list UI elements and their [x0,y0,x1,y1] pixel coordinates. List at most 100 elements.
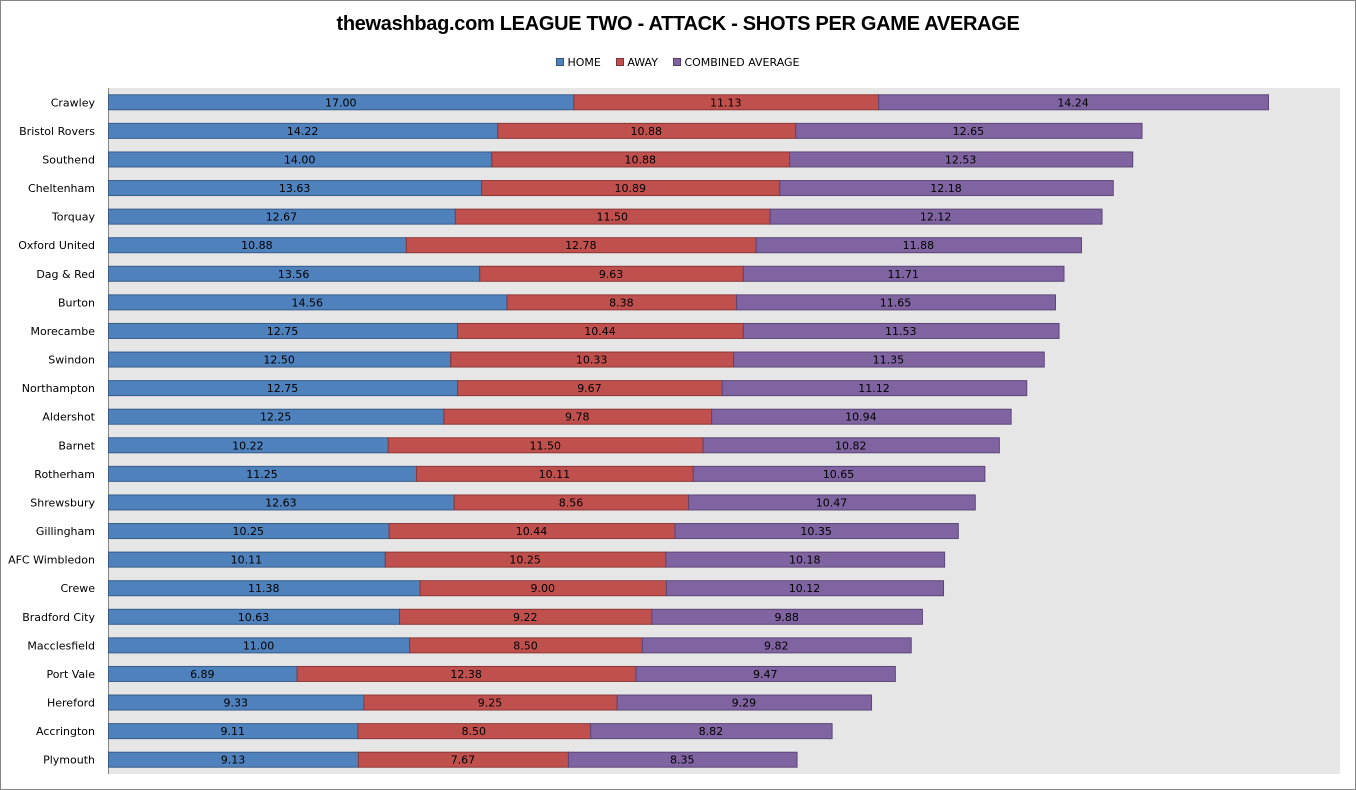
data-label-combined: 12.65 [953,125,985,138]
category-label: Crewe [61,582,96,595]
data-label-away: 11.50 [529,439,561,452]
category-label: Aldershot [42,411,95,424]
category-label: Northampton [22,382,95,395]
category-label: Gillingham [36,525,95,538]
bar-segment-combined [742,322,1060,339]
bar-segment-combined [665,580,945,597]
bar-segment-combined [755,237,1083,254]
data-label-away: 11.13 [710,96,742,109]
data-label-away: 9.00 [531,582,556,595]
data-label-away: 10.44 [516,525,548,538]
data-label-away: 8.50 [513,639,538,652]
data-label-home: 12.75 [267,382,299,395]
category-label: Macclesfield [27,639,95,652]
bar-row: Crewe 11.38 9.00 10.12 [61,580,945,597]
data-label-away: 8.50 [462,725,487,738]
data-label-home: 10.11 [231,554,263,567]
data-label-combined: 10.35 [800,525,832,538]
category-label: Oxford United [18,239,95,252]
bar-row: AFC Wimbledon 10.11 10.25 10.18 [8,551,946,568]
bar-row: Aldershot 12.25 9.78 10.94 [42,408,1012,425]
bar-segment-combined [641,637,912,654]
bar-row: Rotherham 11.25 10.11 10.65 [34,465,986,482]
data-label-home: 10.25 [233,525,265,538]
data-label-away: 10.25 [509,554,541,567]
data-label-combined: 12.53 [945,153,977,166]
bar-row: Southend 14.00 10.88 12.53 [42,151,1134,168]
data-label-combined: 11.65 [880,296,912,309]
bar-row: Bradford City 10.63 9.22 9.88 [22,608,923,625]
data-label-combined: 8.35 [670,754,695,767]
bar-segment-combined [590,723,833,740]
legend-label-home: HOME [567,56,601,69]
data-label-home: 12.25 [260,411,292,424]
data-label-combined: 11.71 [887,268,919,281]
data-label-home: 14.56 [292,296,324,309]
data-label-away: 7.67 [451,754,476,767]
data-label-home: 9.11 [220,725,245,738]
bar-row: Bristol Rovers 14.22 10.88 12.65 [19,122,1143,139]
data-label-combined: 10.82 [835,439,867,452]
data-label-combined: 9.29 [732,697,757,710]
data-label-home: 12.67 [266,211,298,224]
category-label: Morecambe [30,325,95,338]
category-label: Port Vale [46,668,95,681]
data-label-away: 9.67 [577,382,602,395]
data-label-away: 9.22 [513,611,538,624]
bar-row: Swindon 12.50 10.33 11.35 [48,351,1045,368]
data-label-home: 11.38 [248,582,280,595]
data-label-away: 8.56 [559,496,584,509]
data-label-away: 10.11 [539,468,571,481]
data-label-away: 10.33 [576,354,608,367]
category-label: Burton [58,296,95,309]
bar-segment-combined [721,380,1028,397]
category-label: Dag & Red [36,268,95,281]
bar-row: Cheltenham 13.63 10.89 12.18 [28,180,1114,197]
bar-row: Accrington 9.11 8.50 8.82 [36,723,833,740]
category-label: Rotherham [34,468,95,481]
category-label: Cheltenham [28,182,95,195]
bar-segment-combined [878,94,1269,111]
bar-segment-combined [789,151,1134,168]
legend-item-away: AWAY [616,56,658,69]
category-label: Torquay [51,211,96,224]
bar-segment-combined [674,523,959,540]
bar-segment-combined [692,465,986,482]
chart-title: thewashbag.com LEAGUE TWO - ATTACK - SHO… [336,13,1020,35]
bar-row: Hereford 9.33 9.25 9.29 [47,694,873,711]
legend-swatch-home [556,58,565,66]
plot-area [108,88,1340,774]
data-label-home: 12.63 [265,496,297,509]
legend-label-away: AWAY [627,56,658,69]
data-label-combined: 11.88 [903,239,935,252]
bar-segment-combined [616,694,873,711]
data-label-away: 12.38 [450,668,482,681]
data-label-combined: 8.82 [699,725,724,738]
bar-segment-combined [769,208,1103,225]
data-label-home: 11.25 [246,468,278,481]
legend-swatch-away [616,58,625,66]
data-label-home: 12.50 [263,354,295,367]
category-label: Plymouth [43,754,95,767]
bar-segment-combined [635,665,896,682]
data-label-combined: 11.35 [873,354,905,367]
data-label-combined: 10.47 [816,496,848,509]
bar-row: Dag & Red 13.56 9.63 11.71 [36,265,1065,282]
data-label-home: 10.63 [238,611,270,624]
data-label-home: 13.63 [279,182,311,195]
data-label-combined: 9.88 [774,611,799,624]
category-label: Hereford [47,697,95,710]
legend-label-combined: COMBINED AVERAGE [684,56,800,69]
data-label-away: 10.88 [624,153,656,166]
data-label-combined: 9.82 [764,639,789,652]
bar-segment-combined [702,437,1000,454]
bar-row: Barnet 10.22 11.50 10.82 [58,437,1000,454]
bar-row: Crawley 17.00 11.13 14.24 [51,94,1269,111]
bar-row: Port Vale 6.89 12.38 9.47 [46,665,896,682]
bar-segment-combined [736,294,1056,311]
data-label-combined: 10.94 [845,411,877,424]
data-label-combined: 10.12 [789,582,821,595]
category-label: Bradford City [22,611,95,624]
category-label: Barnet [58,439,95,452]
